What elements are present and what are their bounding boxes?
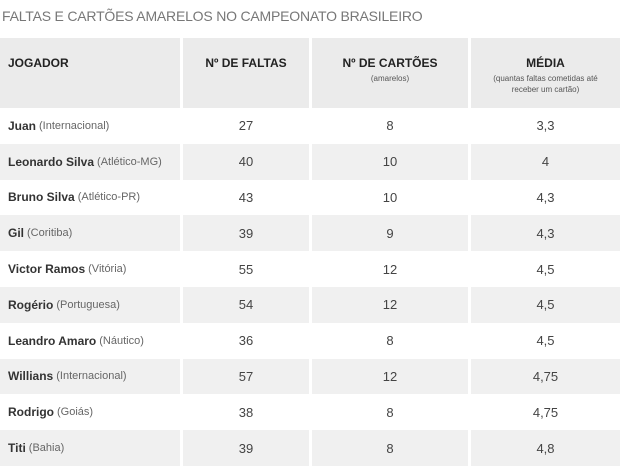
table: JOGADOR Nº DE FALTAS Nº DE CARTÕES (amare… <box>0 38 620 466</box>
player-cell: Leonardo Silva (Atlético-MG) <box>0 143 183 180</box>
table-row: Willians (Internacional) 57 12 4,75 <box>0 358 620 395</box>
player-club: (Internacional) <box>56 370 127 383</box>
header-text: Nº DE CARTÕES <box>342 56 438 70</box>
player-name: Victor Ramos <box>8 262 86 277</box>
player-name: Rogério <box>8 297 54 312</box>
fouls-cell: 39 <box>183 430 312 466</box>
average-cell: 4,3 <box>536 225 555 241</box>
player-name: Willians <box>8 369 54 384</box>
cards-cell: 8 <box>312 108 471 144</box>
player-club: (Atlético-MG) <box>97 155 162 168</box>
player-club: (Atlético-PR) <box>77 191 141 204</box>
table-row: Victor Ramos (Vitória) 55 12 4,5 <box>0 251 620 287</box>
cards-cell: 12 <box>312 358 471 395</box>
player-cell: Bruno Silva (Atlético-PR) <box>0 179 183 216</box>
average-cell: 4 <box>541 154 550 170</box>
average-cell: 4,5 <box>536 297 555 313</box>
table-row: Bruno Silva (Atlético-PR) 43 10 4,3 <box>0 179 620 216</box>
fouls-cell: 54 <box>183 286 312 323</box>
cards-cell: 8 <box>312 430 471 466</box>
header-text: MÉDIA <box>526 56 565 70</box>
player-club: (Náutico) <box>99 334 144 347</box>
fouls-cell: 38 <box>183 394 312 431</box>
player-club: (Vitória) <box>88 263 127 276</box>
header-text: JOGADOR <box>8 56 69 70</box>
cards-cell: 9 <box>312 215 471 252</box>
table-row: Juan (Internacional) 27 8 3,3 <box>0 108 620 144</box>
cards-cell: 8 <box>312 394 471 431</box>
table-row: Gil (Coritiba) 39 9 4,3 <box>0 215 620 252</box>
header-cell: Nº DE FALTAS <box>183 38 312 108</box>
player-name: Juan <box>8 118 37 133</box>
player-club: (Coritiba) <box>27 227 73 240</box>
average-cell: 4,8 <box>536 440 555 456</box>
player-cell: Titi (Bahia) <box>0 430 183 466</box>
cards-cell: 10 <box>312 143 471 180</box>
cards-cell: 8 <box>312 322 471 359</box>
player-name: Gil <box>8 226 25 241</box>
player-name: Leonardo Silva <box>8 154 95 169</box>
player-name: Leandro Amaro <box>8 333 97 348</box>
average-cell: 4,3 <box>536 189 555 205</box>
player-cell: Rodrigo (Goiás) <box>0 394 183 431</box>
table-row: Rogério (Portuguesa) 54 12 4,5 <box>0 286 620 323</box>
player-name: Rodrigo <box>8 405 54 420</box>
header-note: (amarelos) <box>370 74 410 83</box>
cards-cell: 12 <box>312 251 471 287</box>
fouls-cell: 43 <box>183 179 312 216</box>
table-row: Leandro Amaro (Náutico) 36 8 4,5 <box>0 322 620 359</box>
title: FALTAS E CARTÕES AMARELOS NO CAMPEONATO … <box>2 8 423 24</box>
player-cell: Willians (Internacional) <box>0 358 183 395</box>
header-cell: Nº DE CARTÕES (amarelos) <box>312 38 471 108</box>
cards-cell: 12 <box>312 286 471 323</box>
table-row: Rodrigo (Goiás) 38 8 4,75 <box>0 394 620 431</box>
fouls-cell: 36 <box>183 322 312 359</box>
average-cell: 4,75 <box>532 368 559 384</box>
player-name: Bruno Silva <box>8 190 75 205</box>
header-cell: MÉDIA (quantas faltas cometidas até receb… <box>471 38 620 108</box>
player-cell: Juan (Internacional) <box>0 108 183 144</box>
player-cell: Leandro Amaro (Náutico) <box>0 322 183 359</box>
fouls-cell: 55 <box>183 251 312 287</box>
header-row: JOGADOR Nº DE FALTAS Nº DE CARTÕES (amare… <box>0 38 620 108</box>
header-text: Nº DE FALTAS <box>205 56 287 70</box>
table-row: Titi (Bahia) 39 8 4,8 <box>0 430 620 466</box>
header-cell: JOGADOR <box>0 38 183 108</box>
average-cell: 4,5 <box>536 333 555 349</box>
average-cell: 4,75 <box>532 404 559 420</box>
fouls-cell: 57 <box>183 358 312 395</box>
player-cell: Victor Ramos (Vitória) <box>0 251 183 287</box>
fouls-cell: 39 <box>183 215 312 252</box>
header-note: (quantas faltas cometidas até receber um… <box>493 74 598 94</box>
player-cell: Rogério (Portuguesa) <box>0 286 183 323</box>
fouls-cell: 27 <box>183 108 312 144</box>
cards-cell: 10 <box>312 179 471 216</box>
player-club: (Bahia) <box>28 442 65 455</box>
fouls-cell: 40 <box>183 143 312 180</box>
player-cell: Gil (Coritiba) <box>0 215 183 252</box>
average-cell: 3,3 <box>536 118 555 134</box>
table-row: Leonardo Silva (Atlético-MG) 40 10 4 <box>0 143 620 180</box>
player-club: (Internacional) <box>39 119 110 132</box>
player-club: (Portuguesa) <box>56 298 120 311</box>
player-club: (Goiás) <box>57 406 94 419</box>
player-name: Titi <box>8 441 26 456</box>
average-cell: 4,5 <box>536 261 555 277</box>
